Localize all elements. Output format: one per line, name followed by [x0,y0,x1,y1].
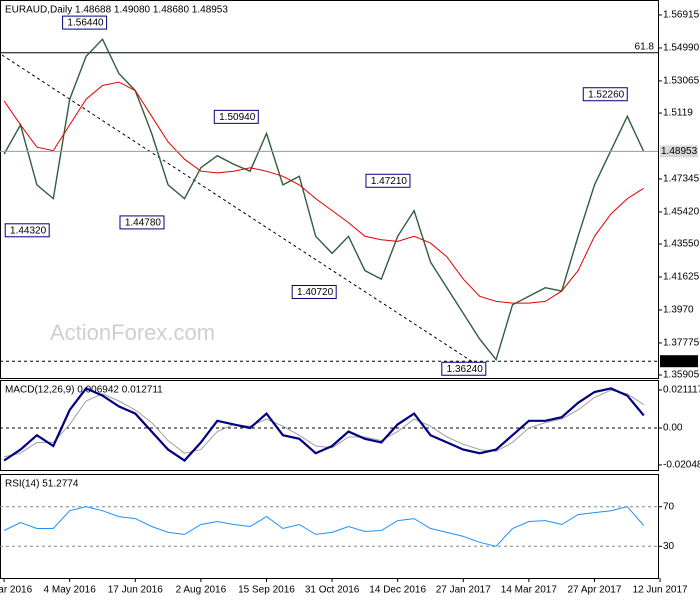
series-line [3,389,644,458]
x-tick-label: 31 Oct 2016 [305,585,360,596]
annotation-box [582,87,628,102]
y-tick-label: 1.5119 [663,108,693,119]
annotation-box [4,223,50,238]
y-tick-label: 0.00 [663,423,683,434]
series-line [3,506,645,547]
series-line [3,81,644,304]
annotation-label: 1.50940 [219,112,256,123]
annotation-label: 1.40720 [297,287,334,298]
y-tick-label: 30 [663,541,675,552]
x-tick-label: 14 Mar 2017 [501,585,558,596]
x-tick-label: 15 Sep 2016 [238,585,295,596]
series-line [3,387,645,462]
x-tick-label: 21 Mar 2016 [0,585,33,596]
y-tick-label: 1.47345 [663,174,700,185]
annotation-box [213,109,259,124]
panel-title: EURAUD,Daily 1.48688 1.49080 1.48680 1.4… [5,5,228,16]
annotation-label: 1.44780 [125,218,162,229]
support-label: 1.36710 [661,356,698,367]
y-tick-label: 1.45420 [663,207,700,218]
last-price-tag [660,145,698,158]
price-panel [0,0,659,379]
x-tick-label: 12 Jun 2017 [633,585,688,596]
x-tick-label: 2 Aug 2016 [176,585,227,596]
y-tick-label: 70 [663,501,675,512]
x-tick-label: 17 Jun 2016 [108,585,163,596]
fib-label: 61.8 [635,41,655,52]
annotation-box [119,215,165,230]
x-tick-label: 27 Apr 2017 [567,585,621,596]
watermark: ActionForex.com [50,320,215,345]
y-tick-label: 1.35905 [663,370,700,381]
x-tick-label: 14 Dec 2016 [369,585,426,596]
y-tick-label: 1.43550 [663,239,700,250]
annotation-box [62,15,108,30]
annotation-label: 1.36240 [447,364,484,375]
y-tick-label: 1.54990 [663,43,700,54]
y-tick-label: -0.020481 [663,460,700,471]
x-tick-label: 27 Jan 2017 [436,585,491,596]
annotation-label: 1.52260 [588,89,625,100]
annotation-box [291,284,337,299]
macd-panel [0,380,659,471]
support-tag [660,355,698,368]
annotation-label: 1.44320 [10,225,47,236]
annotation-label: 1.47210 [371,176,408,187]
annotation-box [365,173,411,188]
annotation-box [441,361,487,376]
panel-title: RSI(14) 51.2774 [5,479,79,490]
y-tick-label: 1.53065 [663,76,700,87]
series-line [3,37,645,362]
last-price-label: 1.48953 [661,146,698,157]
y-tick-label: 1.41625 [663,272,700,283]
y-tick-label: 1.56915 [663,10,700,21]
y-tick-label: 1.37775 [663,338,700,349]
annotation-label: 1.56440 [67,18,104,29]
y-tick-label: 1.3970 [663,305,694,316]
x-tick-label: 4 May 2016 [44,585,97,596]
rsi-panel [0,474,659,579]
y-tick-label: 0.021117 [663,385,700,396]
